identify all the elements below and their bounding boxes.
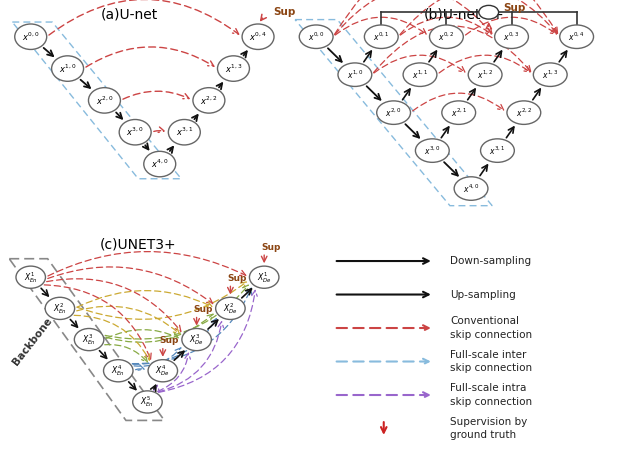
Circle shape — [216, 298, 245, 320]
Circle shape — [16, 266, 45, 288]
Text: $X^3_{De}$: $X^3_{De}$ — [189, 332, 204, 347]
Text: $x^{2,0}$: $x^{2,0}$ — [95, 94, 113, 107]
Text: Full-scale inter
skip connection: Full-scale inter skip connection — [451, 350, 532, 373]
Circle shape — [45, 298, 75, 320]
Text: Sup: Sup — [261, 243, 280, 252]
Circle shape — [104, 359, 133, 382]
Text: $x^{3,0}$: $x^{3,0}$ — [126, 126, 144, 139]
Circle shape — [479, 6, 499, 19]
Text: Full-scale intra
skip connection: Full-scale intra skip connection — [451, 383, 532, 407]
Text: $X^1_{De}$: $X^1_{De}$ — [257, 270, 271, 285]
Circle shape — [507, 101, 541, 124]
Circle shape — [132, 391, 162, 413]
Circle shape — [300, 25, 333, 49]
Circle shape — [403, 63, 437, 86]
Text: $X^4_{En}$: $X^4_{En}$ — [111, 363, 125, 378]
Circle shape — [193, 88, 225, 113]
Text: $x^{1,1}$: $x^{1,1}$ — [412, 68, 428, 81]
Circle shape — [15, 24, 47, 49]
Text: $X^2_{En}$: $X^2_{En}$ — [53, 301, 67, 316]
Circle shape — [454, 177, 488, 201]
Text: (c)UNET3+: (c)UNET3+ — [100, 238, 177, 252]
Text: $x^{0,0}$: $x^{0,0}$ — [308, 30, 324, 43]
Text: Backbone: Backbone — [11, 316, 54, 367]
Text: $x^{1,0}$: $x^{1,0}$ — [347, 68, 363, 81]
Circle shape — [468, 63, 502, 86]
Text: $X^5_{En}$: $X^5_{En}$ — [140, 395, 154, 409]
Text: $x^{0,4}$: $x^{0,4}$ — [249, 30, 267, 43]
Text: $x^{0,4}$: $x^{0,4}$ — [568, 30, 585, 43]
Text: Down-sampling: Down-sampling — [451, 256, 531, 266]
Circle shape — [242, 24, 274, 49]
Text: $x^{1,0}$: $x^{1,0}$ — [59, 62, 76, 75]
Text: (b)U-net++: (b)U-net++ — [424, 7, 504, 21]
Text: Supervision by
ground truth: Supervision by ground truth — [451, 417, 527, 440]
Text: $X^2_{De}$: $X^2_{De}$ — [223, 301, 238, 316]
Text: $x^{2,2}$: $x^{2,2}$ — [200, 94, 218, 107]
Text: $x^{2,0}$: $x^{2,0}$ — [385, 106, 402, 119]
Text: $x^{1,3}$: $x^{1,3}$ — [542, 68, 558, 81]
Circle shape — [481, 139, 515, 162]
Circle shape — [182, 328, 211, 351]
Text: $X^3_{En}$: $X^3_{En}$ — [82, 332, 96, 347]
Text: $x^{1,2}$: $x^{1,2}$ — [477, 68, 493, 81]
Text: $x^{0,1}$: $x^{0,1}$ — [373, 30, 389, 43]
Circle shape — [429, 25, 463, 49]
Text: Sup: Sup — [273, 6, 296, 17]
Circle shape — [495, 25, 529, 49]
Circle shape — [144, 152, 176, 177]
Circle shape — [250, 266, 279, 288]
Circle shape — [415, 139, 449, 162]
Text: $x^{0,0}$: $x^{0,0}$ — [22, 30, 40, 43]
Text: Sup: Sup — [503, 3, 525, 13]
Text: $x^{0,2}$: $x^{0,2}$ — [438, 30, 454, 43]
Circle shape — [119, 120, 151, 145]
Circle shape — [52, 56, 84, 81]
Text: Sup: Sup — [160, 336, 179, 346]
Text: $x^{3,0}$: $x^{3,0}$ — [424, 145, 440, 157]
Text: $x^{4,0}$: $x^{4,0}$ — [151, 158, 168, 170]
Circle shape — [442, 101, 476, 124]
Text: $x^{0,3}$: $x^{0,3}$ — [504, 30, 520, 43]
Circle shape — [168, 120, 200, 145]
Circle shape — [74, 328, 104, 351]
Circle shape — [533, 63, 567, 86]
Text: $x^{2,2}$: $x^{2,2}$ — [516, 106, 532, 119]
Text: $x^{1,3}$: $x^{1,3}$ — [225, 62, 243, 75]
Circle shape — [218, 56, 250, 81]
Text: $X^1_{En}$: $X^1_{En}$ — [24, 270, 38, 285]
Circle shape — [148, 359, 177, 382]
Text: $x^{2,1}$: $x^{2,1}$ — [451, 106, 467, 119]
Circle shape — [88, 88, 120, 113]
Circle shape — [377, 101, 410, 124]
Text: $x^{3,1}$: $x^{3,1}$ — [175, 126, 193, 139]
Text: Conventional
skip connection: Conventional skip connection — [451, 316, 532, 340]
Circle shape — [364, 25, 398, 49]
Text: $x^{3,1}$: $x^{3,1}$ — [490, 145, 506, 157]
Circle shape — [560, 25, 593, 49]
Text: Up-sampling: Up-sampling — [451, 290, 516, 299]
Text: Sup: Sup — [227, 274, 246, 283]
Text: Sup: Sup — [193, 305, 213, 314]
Text: (a)U-net: (a)U-net — [100, 7, 157, 21]
Circle shape — [338, 63, 372, 86]
Text: $x^{4,0}$: $x^{4,0}$ — [463, 182, 479, 195]
Text: $X^4_{De}$: $X^4_{De}$ — [156, 363, 170, 378]
